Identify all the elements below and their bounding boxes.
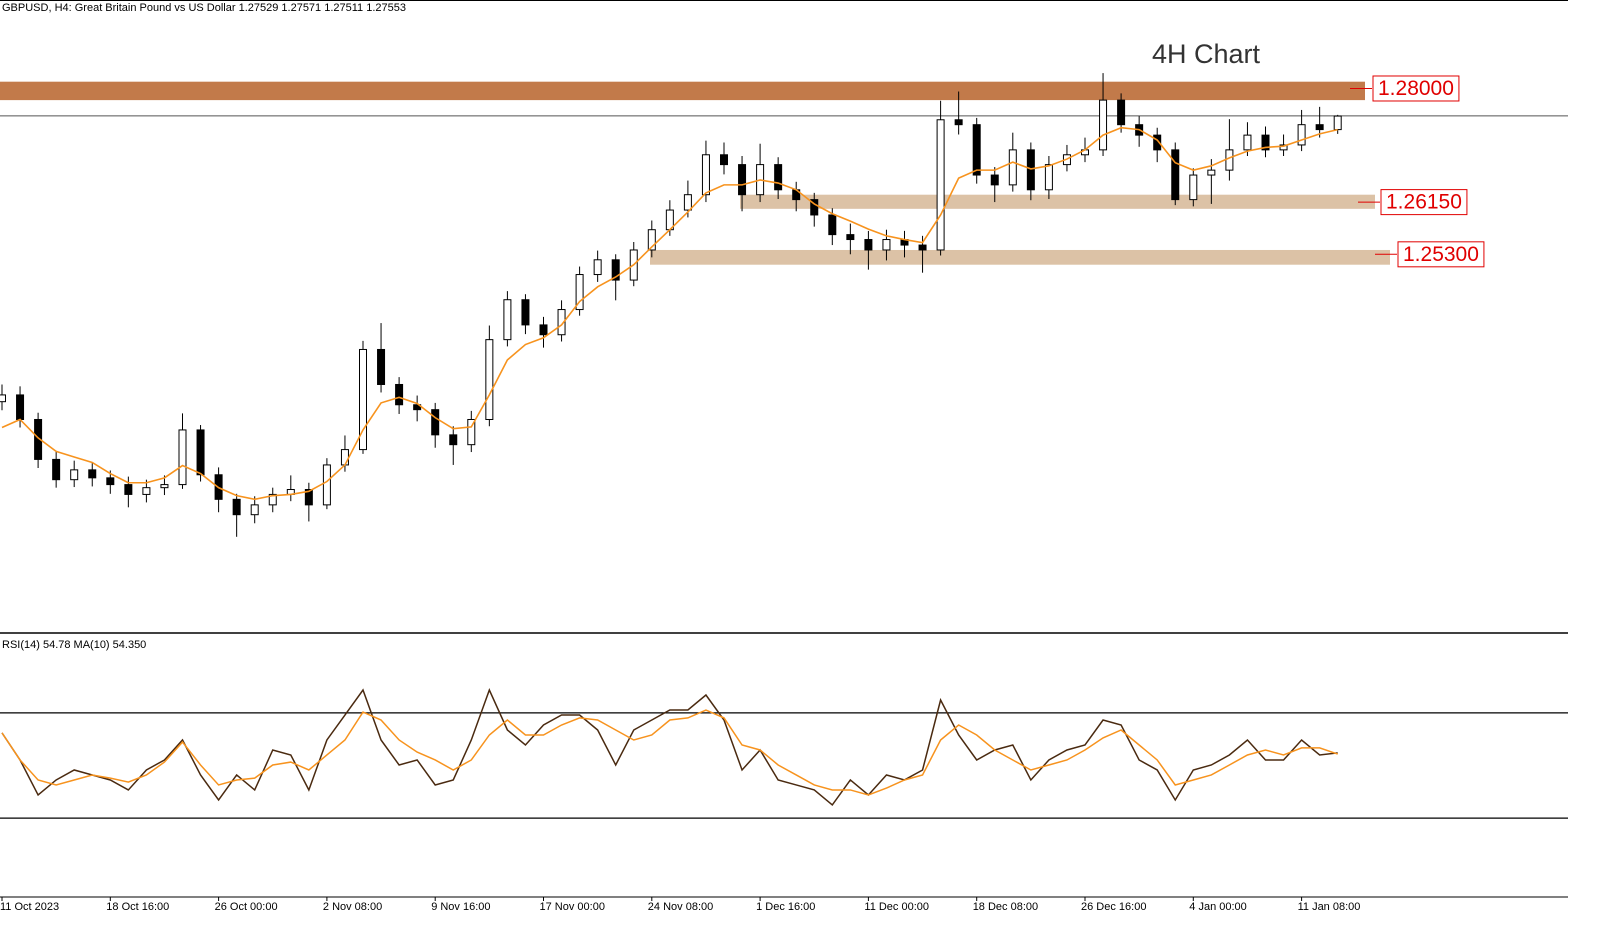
candle-body xyxy=(1153,134,1162,151)
candle-body xyxy=(503,299,512,341)
candle-body xyxy=(0,394,6,403)
candle-body xyxy=(828,214,837,236)
candle-body xyxy=(972,124,981,176)
x-tick-label: 24 Nov 08:00 xyxy=(648,901,713,913)
candle-body xyxy=(232,498,241,516)
x-tick-label: 26 Dec 16:00 xyxy=(1081,901,1146,913)
candle-body xyxy=(16,394,25,420)
candle-body xyxy=(1044,164,1053,191)
candle-body xyxy=(701,154,710,196)
level-box xyxy=(1372,75,1460,102)
x-tick-label: 9 Nov 16:00 xyxy=(431,901,490,913)
x-tick-label: 17 Nov 00:00 xyxy=(540,901,605,913)
indicator-header: RSI(14) 54.78 MA(10) 54.350 xyxy=(2,639,146,651)
level-label: 1.25300 xyxy=(1403,243,1479,266)
candle-body xyxy=(611,259,620,281)
candle-body xyxy=(34,418,43,460)
zone xyxy=(0,81,1365,101)
candle-body xyxy=(539,324,548,336)
chart-title: 4H Chart xyxy=(1152,39,1261,69)
x-tick-label: 1 Dec 16:00 xyxy=(756,901,815,913)
x-tick-label: 11 Dec 00:00 xyxy=(864,901,929,913)
candle-body xyxy=(449,434,458,446)
candle-body xyxy=(1333,115,1342,131)
candle-body xyxy=(1261,134,1270,151)
candle-body xyxy=(575,274,584,311)
candle-body xyxy=(720,154,728,166)
candle-body xyxy=(52,458,61,481)
candle-body xyxy=(1225,149,1234,171)
candle-body xyxy=(557,309,566,336)
candle-body xyxy=(918,244,927,251)
candle-body xyxy=(521,299,530,326)
candle-body xyxy=(1297,124,1306,146)
candle-body xyxy=(990,174,999,186)
candle-body xyxy=(1189,174,1198,201)
candle-body xyxy=(1279,144,1288,151)
candle-body xyxy=(846,234,855,241)
candle-body xyxy=(1117,99,1126,126)
candle-body xyxy=(1207,169,1216,176)
candle-body xyxy=(178,429,187,486)
candle-body xyxy=(250,504,259,516)
candle-body xyxy=(340,449,349,466)
candle-body xyxy=(88,469,97,479)
candle-body xyxy=(268,493,277,506)
x-tick-label: 2 Nov 08:00 xyxy=(323,901,382,913)
candle-body xyxy=(431,409,440,436)
zone xyxy=(740,194,1375,209)
candle-body xyxy=(70,469,79,481)
indicator-line xyxy=(1,709,1338,796)
level-label: 1.28000 xyxy=(1378,77,1454,100)
candle-body xyxy=(1315,124,1324,131)
level-label: 1.26150 xyxy=(1386,191,1462,214)
candle-body xyxy=(647,229,656,251)
x-tick-label: 11 Jan 08:00 xyxy=(1298,901,1361,913)
indicator-line xyxy=(1,688,1338,807)
candle-body xyxy=(954,119,963,126)
candle-body xyxy=(485,339,494,420)
candle-body xyxy=(1026,149,1035,191)
chart-header: GBPUSD, H4: Great Britain Pound vs US Do… xyxy=(2,2,406,14)
candle-body xyxy=(1171,149,1180,201)
candle-body xyxy=(936,119,945,251)
candle-body xyxy=(359,348,367,451)
candle-body xyxy=(322,464,331,506)
candle-body xyxy=(1099,99,1108,151)
level-box xyxy=(1380,189,1468,216)
candle-body xyxy=(196,429,205,476)
candle-body xyxy=(160,484,169,489)
x-tick-label: 26 Oct 00:00 xyxy=(215,901,278,913)
candle-body xyxy=(810,199,819,216)
candle-body xyxy=(304,489,313,506)
candle-body xyxy=(377,348,386,385)
candle-body xyxy=(1008,149,1017,186)
candle-body xyxy=(106,477,115,486)
candle-body xyxy=(467,418,476,446)
candle-body xyxy=(864,239,873,251)
candle-body xyxy=(124,484,133,495)
moving-average xyxy=(1,126,1338,501)
candle-body xyxy=(738,164,747,196)
candle-body xyxy=(142,487,151,495)
candle-body xyxy=(774,164,783,191)
x-tick-label: 18 Oct 16:00 xyxy=(106,901,169,913)
candle-body xyxy=(593,259,602,276)
x-tick-label: 11 Oct 2023 xyxy=(0,901,59,913)
x-tick-label: 4 Jan 00:00 xyxy=(1189,901,1247,913)
x-tick-label: 18 Dec 08:00 xyxy=(973,901,1038,913)
candle-body xyxy=(1243,134,1252,151)
zone xyxy=(650,249,1390,265)
candle-body xyxy=(882,239,891,251)
level-box xyxy=(1397,241,1485,268)
candle-body xyxy=(683,194,692,211)
candle-body xyxy=(395,383,404,406)
